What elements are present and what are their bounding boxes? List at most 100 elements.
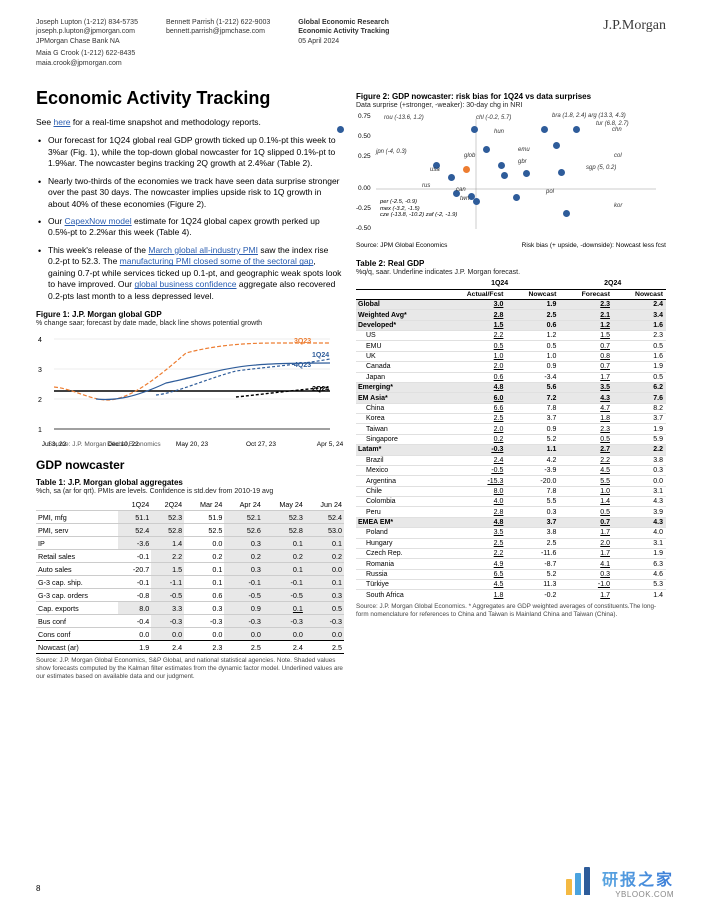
cell-value: 4.3	[653, 519, 663, 526]
scatter-label-glob: glob	[464, 153, 475, 159]
cell-value: 1.9	[139, 643, 149, 652]
contact-email: bennett.parrish@jpmchase.com	[166, 27, 270, 36]
cell-value: 0.0	[332, 630, 342, 639]
row-label: G-3 cap. ship.	[36, 576, 118, 589]
cell-value: 2.4	[653, 301, 663, 308]
cell-value: 52.3	[289, 513, 303, 522]
confidence-link[interactable]: global business confidence	[134, 279, 236, 289]
cell: 2.4	[263, 641, 305, 654]
intro-text: See here for a real-time snapshot and me…	[36, 117, 344, 127]
cell-value: 0.1	[293, 604, 303, 613]
cell: 8.2	[613, 403, 666, 413]
svg-text:3Q23: 3Q23	[294, 338, 311, 345]
cell-value: 0.7	[600, 363, 610, 370]
cell: 0.0	[184, 628, 224, 641]
cell-value: 0.9	[251, 604, 261, 613]
row-label: Auto sales	[36, 563, 118, 576]
table-row: G-3 cap. ship.-0.1-1.10.1-0.1-0.10.1	[36, 576, 344, 589]
cell: 3.4	[613, 310, 666, 320]
cell-value: 0.1	[293, 565, 303, 574]
cell-value: 1.6	[653, 353, 663, 360]
cell: 0.5	[559, 507, 613, 517]
cell: 52.3	[263, 511, 305, 524]
cell-value: 0.5	[653, 374, 663, 381]
intro-link[interactable]: here	[54, 117, 71, 127]
cell-value: 1.2	[600, 322, 610, 329]
x-tick: May 20, 23	[176, 441, 208, 448]
cell-value: 3.8	[547, 529, 557, 536]
cell: 3.0	[440, 299, 507, 309]
table-row: Japan0.6-3.41.70.5	[356, 372, 666, 382]
cell-value: -0.4	[137, 617, 149, 626]
cell: 2.4	[613, 299, 666, 309]
cell: 0.5	[305, 602, 344, 615]
table2: 1Q242Q24 Actual/FcstNowcastForecastNowca…	[356, 279, 666, 600]
cell-value: 4.9	[494, 561, 504, 568]
watermark-cn: 研报之家	[602, 866, 674, 890]
cell-value: 8.0	[494, 488, 504, 495]
row-label: Cons conf	[36, 628, 118, 641]
cell-value: 4.0	[653, 529, 663, 536]
cell-value: 1.4	[600, 498, 610, 505]
cell-value: 0.0	[293, 630, 303, 639]
row-label: Bus conf	[36, 615, 118, 628]
cell: -0.5	[151, 589, 184, 602]
row-label: Emerging*	[356, 382, 440, 392]
cell-value: 8.0	[139, 604, 149, 613]
col-head: Mar 24	[184, 498, 224, 511]
cell: 0.7	[559, 517, 613, 527]
cell: 3.1	[613, 538, 666, 548]
scatter-label-tur: tur (6.8, 2.7)	[596, 121, 629, 127]
row-label: US	[356, 331, 440, 341]
cell-value: 1.1	[547, 446, 557, 453]
cell-value: 1.8	[494, 592, 504, 599]
cell-value: 0.2	[293, 552, 303, 561]
row-label: Global	[356, 299, 440, 309]
table-row: Poland3.53.81.74.0	[356, 528, 666, 538]
cell-value: 1.7	[600, 550, 610, 557]
intro-suffix: for a real-time snapshot and methodology…	[71, 117, 261, 127]
cell: -15.3	[440, 476, 507, 486]
cell: 1.4	[559, 497, 613, 507]
pmi-link[interactable]: March global all-industry PMI	[148, 245, 258, 255]
cell: 5.5	[506, 497, 559, 507]
cell-value: 7.2	[547, 395, 557, 402]
cell: 2.5	[506, 538, 559, 548]
cell-value: 2.2	[600, 457, 610, 464]
cell: 52.3	[151, 511, 184, 524]
scatter-label-pol: pol	[546, 189, 554, 195]
cell: 6.3	[613, 559, 666, 569]
cell: 0.6	[440, 372, 507, 382]
cell-value: 1.8	[600, 415, 610, 422]
svg-text:2: 2	[38, 397, 42, 404]
cell-value: -0.3	[248, 617, 260, 626]
row-label: Nowcast (ar)	[36, 641, 118, 654]
cell-value: 51.9	[208, 513, 222, 522]
cell: 4.3	[613, 497, 666, 507]
scatter-label-rou: rou (-13.6, 1.2)	[384, 115, 424, 121]
cell: 7.6	[613, 393, 666, 403]
cell: 4.9	[440, 559, 507, 569]
cell: 2.7	[559, 445, 613, 455]
cell: 0.1	[263, 537, 305, 550]
cell-value: -0.1	[137, 552, 149, 561]
cell-value: 7.6	[653, 395, 663, 402]
cell: 5.3	[613, 580, 666, 590]
table-row: Latam*-0.31.12.72.2	[356, 445, 666, 455]
cell-value: 0.2	[251, 552, 261, 561]
contact-name: Joseph Lupton (1-212) 834-5735	[36, 18, 138, 27]
intro-prefix: See	[36, 117, 54, 127]
cell: 52.1	[224, 511, 262, 524]
mfg-pmi-link[interactable]: manufacturing PMI closed some of the sec…	[120, 256, 314, 266]
table-row: Global3.01.92.32.4	[356, 299, 666, 309]
cell-value: 3.7	[547, 519, 557, 526]
watermark-logo-icon	[562, 865, 596, 899]
capexnow-link[interactable]: CapexNow model	[65, 216, 132, 226]
cell-value: 2.8	[494, 509, 504, 516]
cell-value: 5.2	[547, 436, 557, 443]
x-tick: Jul 3, 22	[42, 441, 67, 448]
table-row: Russia6.55.20.34.6	[356, 569, 666, 579]
nowcaster-heading: GDP nowcaster	[36, 458, 344, 472]
cell: -0.1	[263, 576, 305, 589]
cell: 1.6	[613, 351, 666, 361]
